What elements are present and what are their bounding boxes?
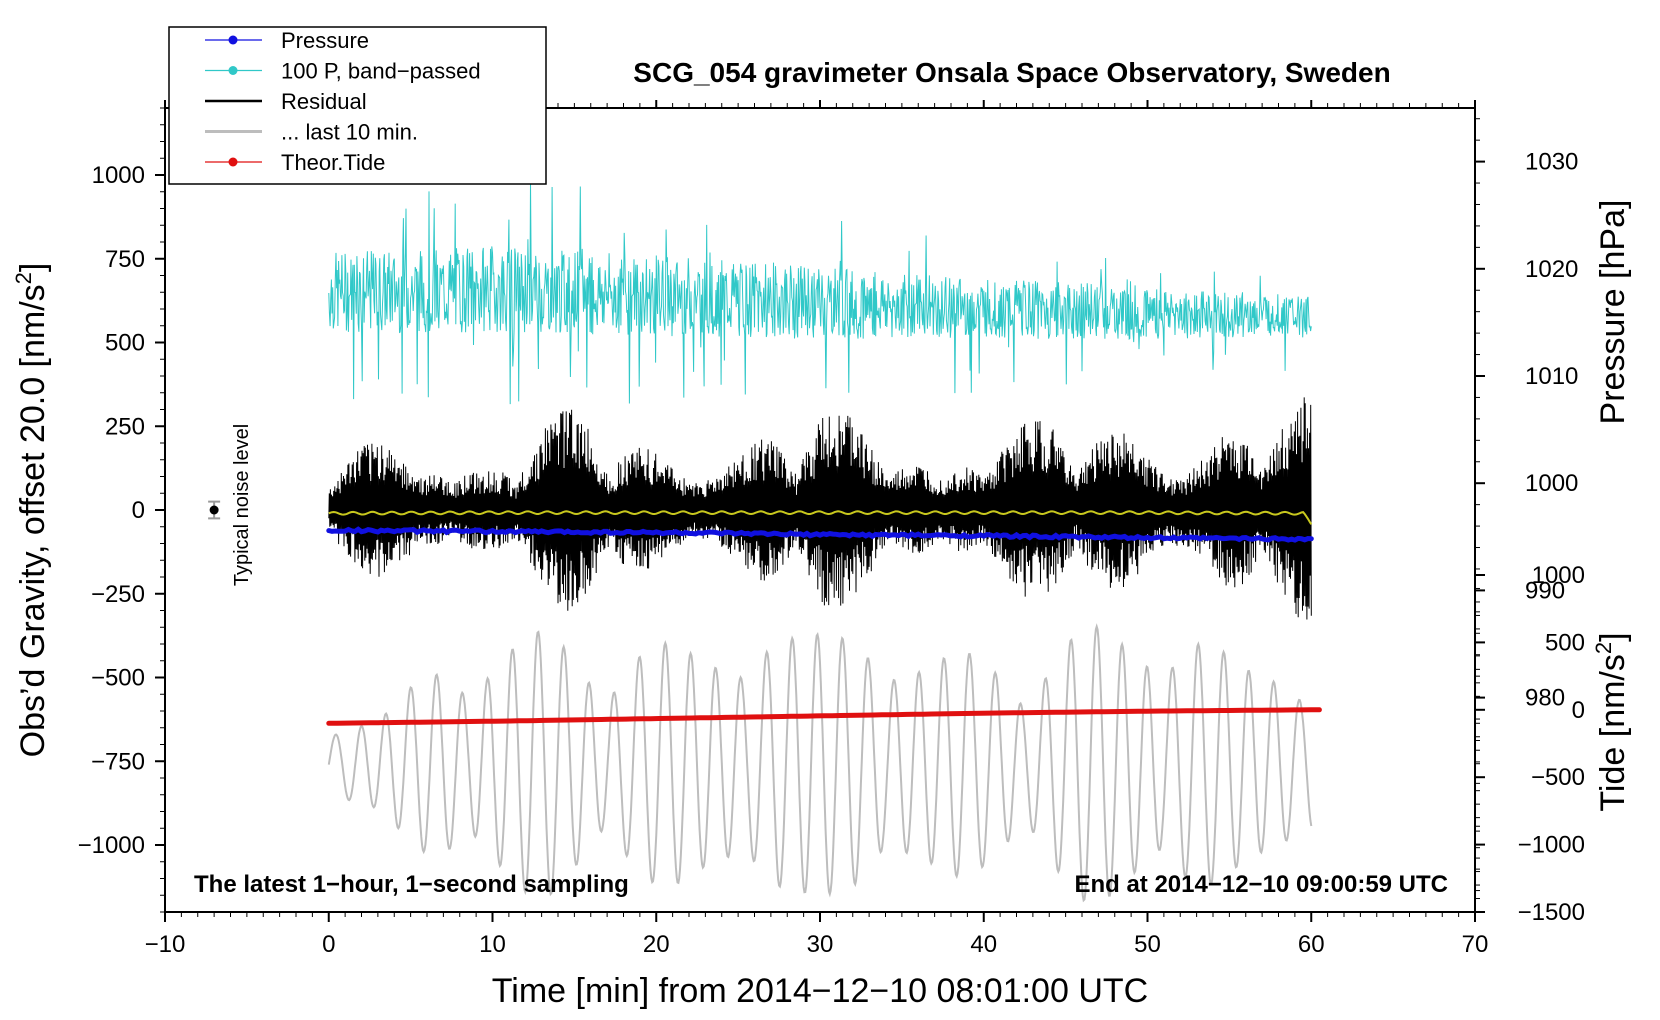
series-layer <box>326 180 1322 903</box>
x-axis-title: Time [min] from 2014−12−10 08:01:00 UTC <box>492 972 1148 1010</box>
legend-label: ... last 10 min. <box>281 120 418 145</box>
x-tick-label: 20 <box>643 931 670 958</box>
y-left-tick-label: −250 <box>91 581 145 608</box>
series-theor-tide <box>326 707 1322 726</box>
footer-right-label: End at 2014−12−10 09:00:59 UTC <box>1074 871 1448 898</box>
legend-label: 100 P, band−passed <box>281 59 481 84</box>
x-tick-label: −10 <box>145 931 186 958</box>
x-tick-label: 30 <box>807 931 834 958</box>
y-left-tick-label: 1000 <box>92 162 145 189</box>
tide-tick-label: −500 <box>1531 764 1585 791</box>
y-axis-title-left-end: ] <box>14 263 52 272</box>
series-band-passed-pressure <box>328 180 1312 405</box>
y-left-tick-label: 0 <box>132 497 145 524</box>
legend-swatch-marker <box>228 157 238 167</box>
legend-swatch-marker <box>228 66 238 75</box>
pressure-tick-label: 1000 <box>1525 470 1578 497</box>
tide-axis-ticks: −1500 −1000 −500 0 500 1000 <box>1475 562 1585 926</box>
y-axis-title-tide-sup: 2 <box>1591 642 1616 654</box>
footer-left-label: The latest 1−hour, 1−second sampling <box>194 871 629 898</box>
series-residual-smoothed <box>328 510 1313 525</box>
tide-tick-label: 0 <box>1572 697 1585 724</box>
x-tick-label: 50 <box>1134 931 1161 958</box>
chart-title: SCG_054 gravimeter Onsala Space Observat… <box>633 57 1390 88</box>
minor-ticks <box>160 103 1480 917</box>
noise-level-marker <box>208 500 221 520</box>
series-last-10-min <box>327 623 1313 903</box>
y-axis-title-tide: Tide [nm/s2] <box>1591 632 1632 811</box>
y-left-tick-label: 250 <box>105 413 145 440</box>
legend-entries: Pressure 100 P, band−passed Residual ... la… <box>205 28 481 175</box>
y-axis-title-left-main: Obs’d Gravity, offset 20.0 [nm/s <box>14 284 52 757</box>
pressure-axis-ticks: 980 990 1000 1010 1020 1030 <box>1475 149 1578 712</box>
x-tick-label: 0 <box>322 931 335 958</box>
y-left-tick-label: −500 <box>91 665 145 692</box>
legend-label: Theor.Tide <box>281 150 385 175</box>
y-axis-title-tide-end: ] <box>1594 632 1632 641</box>
y-axis-title-left: Obs’d Gravity, offset 20.0 [nm/s2] <box>11 263 52 758</box>
x-axis-ticks: −10 0 10 20 30 40 50 60 70 <box>145 100 1489 958</box>
pressure-tick-label: 1020 <box>1525 256 1578 283</box>
pressure-tick-label: 1010 <box>1525 363 1578 390</box>
x-tick-label: 70 <box>1462 931 1489 958</box>
y-left-tick-label: 500 <box>105 330 145 357</box>
y-left-tick-label: −750 <box>91 748 145 775</box>
tide-tick-label: 500 <box>1545 629 1585 656</box>
pressure-tick-label: 990 <box>1525 577 1565 604</box>
legend: Pressure 100 P, band−passed Residual ... la… <box>168 26 547 185</box>
noise-dot <box>209 505 219 515</box>
legend-label: Residual <box>281 89 367 114</box>
tide-tick-label: −1000 <box>1518 832 1585 859</box>
y-left-tick-label: −1000 <box>78 832 145 859</box>
x-tick-label: 40 <box>970 931 997 958</box>
series-pressure <box>326 526 1314 543</box>
left-axis-ticks: 1000 750 500 250 0 −250 −500 −750 −1000 <box>78 162 165 859</box>
noise-level-label: Typical noise level <box>231 424 253 586</box>
x-tick-label: 60 <box>1298 931 1325 958</box>
x-tick-label: 10 <box>479 931 506 958</box>
pressure-tick-label: 980 <box>1525 685 1565 712</box>
y-left-tick-label: 750 <box>105 246 145 273</box>
tide-tick-label: −1500 <box>1518 899 1585 926</box>
tide-tick-label: 1000 <box>1532 562 1585 589</box>
pressure-tick-label: 1030 <box>1525 149 1578 176</box>
y-axis-title-pressure: Pressure [hPa] <box>1594 200 1632 425</box>
y-axis-title-tide-main: Tide [nm/s <box>1594 654 1632 811</box>
legend-swatch-marker <box>228 35 238 45</box>
legend-label: Pressure <box>281 28 369 53</box>
y-axis-title-left-sup: 2 <box>11 272 36 284</box>
series-residual <box>328 397 1312 620</box>
